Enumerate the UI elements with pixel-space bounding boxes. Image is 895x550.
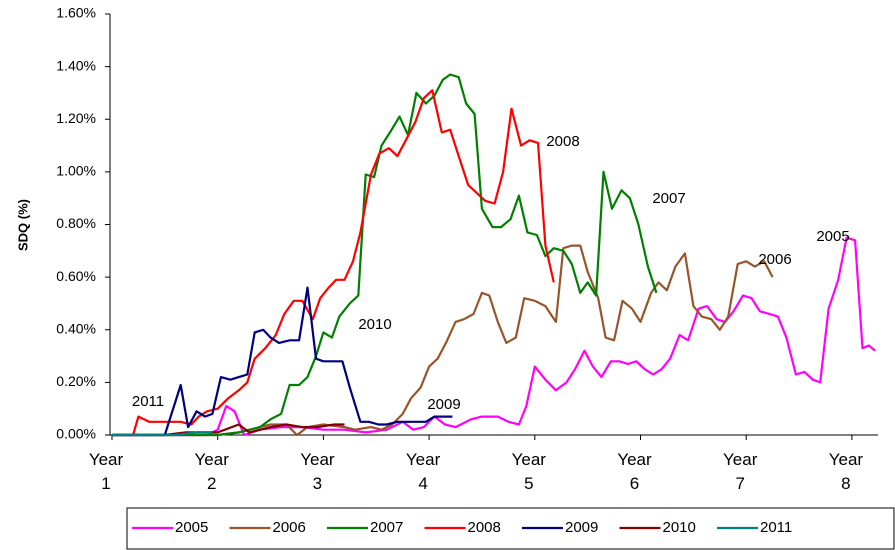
y-tick-label: 0.20% [56, 373, 96, 389]
legend-label: 2006 [273, 519, 306, 536]
series-line [112, 73, 658, 437]
x-tick-label: Year 3 [300, 450, 335, 493]
y-tick-label: 1.00% [56, 163, 96, 179]
x-tick-label: Year 8 [829, 450, 864, 493]
series-line [112, 431, 213, 437]
legend-label: 2010 [663, 519, 696, 536]
legend-label: 2011 [760, 519, 792, 536]
legend-label: 2007 [370, 519, 403, 536]
series-line [112, 286, 453, 437]
annotation: 2011 [132, 393, 164, 410]
y-tick-label: 0.40% [56, 320, 96, 336]
series-line [112, 89, 555, 437]
y-tick-label: 1.60% [56, 5, 96, 21]
x-tick-label: Year 7 [723, 450, 758, 493]
y-tick-label: 1.20% [56, 110, 96, 126]
y-tick-label: 0.00% [56, 426, 96, 442]
legend-box [126, 507, 895, 550]
series-line [112, 236, 876, 437]
legend-label: 2009 [565, 519, 598, 536]
annotation: 2005 [816, 228, 849, 245]
legend-label: 2008 [468, 519, 501, 536]
annotation: 2009 [427, 396, 460, 413]
legend-label: 2005 [175, 519, 208, 536]
series-line [112, 423, 345, 437]
y-tick-label: 1.40% [56, 57, 96, 73]
x-tick-label: Year 2 [195, 450, 230, 493]
x-tick-label: Year 6 [617, 450, 652, 493]
y-axis-label: SDQ (%) [15, 199, 30, 251]
x-tick-label: Year 4 [406, 450, 441, 493]
x-tick-label: Year 1 [89, 450, 124, 493]
annotation: 2008 [546, 133, 579, 150]
y-tick-label: 0.60% [56, 268, 96, 284]
y-tick-label: 0.80% [56, 215, 96, 231]
annotation: 2006 [758, 251, 791, 268]
annotation: 2010 [358, 316, 391, 333]
annotation: 2007 [652, 190, 685, 207]
x-tick-label: Year 5 [512, 450, 547, 493]
series-line [112, 244, 774, 437]
